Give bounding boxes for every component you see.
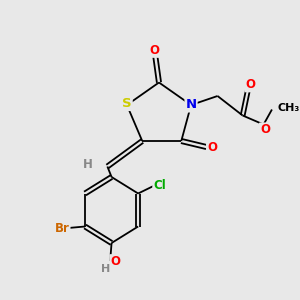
Text: CH₃: CH₃ <box>278 103 300 113</box>
Text: O: O <box>110 255 120 268</box>
Text: Br: Br <box>55 221 70 235</box>
Text: H: H <box>101 263 111 274</box>
Text: S: S <box>122 97 132 110</box>
Text: O: O <box>260 123 270 136</box>
Text: H: H <box>83 158 93 172</box>
Text: N: N <box>185 98 197 112</box>
Text: Cl: Cl <box>153 178 166 192</box>
Text: O: O <box>150 44 160 57</box>
Text: O: O <box>207 141 217 154</box>
Text: O: O <box>245 78 256 92</box>
